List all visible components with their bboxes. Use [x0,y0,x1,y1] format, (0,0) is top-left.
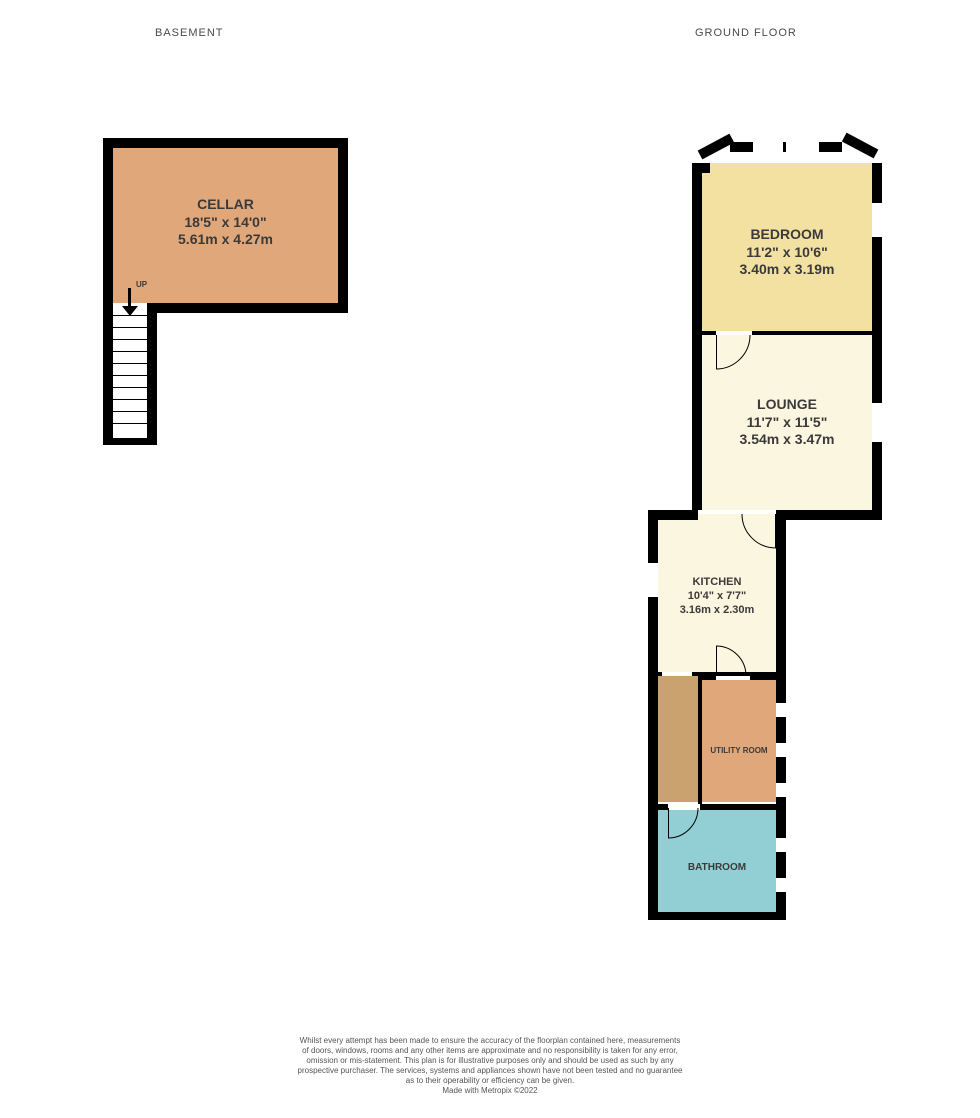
basement-label: BASEMENT [155,27,224,39]
door-arc-icon [716,331,756,371]
cellar-stairs [113,303,147,438]
door-arc-icon [740,510,782,552]
bathroom-label: BATHROOM [658,862,776,875]
cellar-label: CELLAR 18'5" x 14'0" 5.61m x 4.27m [113,196,338,249]
door-arc-icon [668,808,704,844]
bedroom-label: BEDROOM 11'2" x 10'6" 3.40m x 3.19m [702,226,872,279]
stair-up-label: UP [136,280,147,289]
utility-room [702,680,776,802]
ground-floor-label: GROUND FLOOR [695,27,797,39]
hallway [658,674,698,802]
disclaimer-text: Whilst every attempt has been made to en… [0,1036,980,1096]
utility-label: UTILITY ROOM [702,746,776,756]
floorplan-canvas: BASEMENT GROUND FLOOR CELLAR 18'5" x 14'… [0,0,980,1118]
lounge-label: LOUNGE 11'7" x 11'5" 3.54m x 3.47m [702,396,872,449]
kitchen-label: KITCHEN 10'4" x 7'7" 3.16m x 2.30m [658,576,776,617]
